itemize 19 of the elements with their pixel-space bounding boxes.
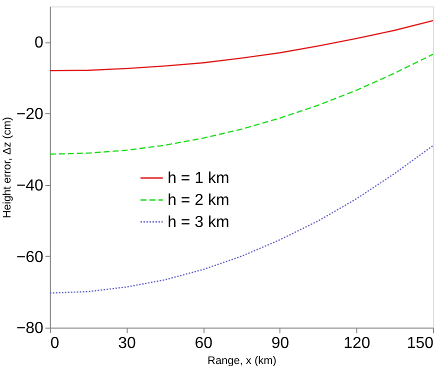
x-tick-label: 120 [344,335,370,352]
y-tick-label: −80 [16,320,44,338]
x-tick-label: 150 [406,335,434,352]
line-series [50,54,434,155]
x-tick-label: 0 [50,335,60,352]
y-tick-label: 0 [34,34,44,52]
legend-label: h = 3 km [168,214,230,231]
line-series [50,144,434,294]
x-tick-label: 90 [271,335,290,352]
x-tick-label: 30 [118,335,136,352]
line-series [50,20,434,72]
x-tick-label: 60 [194,335,213,352]
legend-label: h = 1 km [168,170,230,187]
x-axis-title: Range, x (km) [208,355,276,366]
y-tick-label: −20 [16,106,44,123]
y-tick-label: −40 [16,177,44,194]
y-tick-label: −60 [16,248,44,266]
y-axis-title: Height error, Δz (cm) [1,116,14,218]
legend-label: h = 2 km [168,192,230,209]
